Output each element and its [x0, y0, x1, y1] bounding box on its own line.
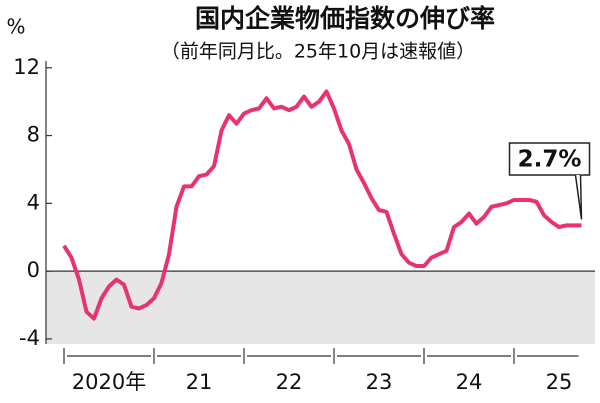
x-tick-label: 21 [186, 370, 213, 394]
chart-title: 国内企業物価指数の伸び率 [195, 4, 495, 33]
x-tick-label: 25 [546, 370, 573, 394]
y-tick-label: 12 [13, 55, 40, 79]
y-tick-label: 4 [27, 190, 40, 214]
annotation-pointer [574, 174, 583, 220]
y-tick-label: -4 [19, 326, 40, 350]
annotation-box [508, 142, 591, 176]
x-tick-label: 23 [366, 370, 393, 394]
chart-subtitle: （前年同月比。25年10月は速報値） [161, 41, 475, 63]
x-tick-label: 24 [456, 370, 483, 394]
negative-area [46, 271, 595, 344]
annotation-label: 2.7% [518, 147, 582, 173]
data-line [62, 89, 582, 321]
y-tick-label: 0 [27, 258, 40, 282]
x-tick-label: 2020年 [72, 370, 146, 394]
y-tick-label: 8 [27, 123, 40, 147]
x-tick-label: 22 [276, 370, 303, 394]
y-unit: % [6, 15, 25, 39]
